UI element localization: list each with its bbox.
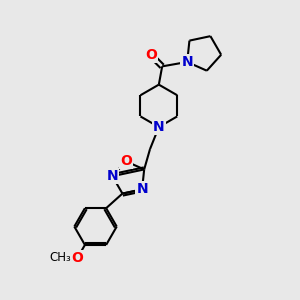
Text: O: O <box>145 48 157 62</box>
Text: N: N <box>136 182 148 197</box>
Text: O: O <box>72 251 83 265</box>
Text: N: N <box>106 169 118 183</box>
Text: CH₃: CH₃ <box>49 251 71 264</box>
Text: N: N <box>153 120 165 134</box>
Text: O: O <box>120 154 132 168</box>
Text: N: N <box>182 55 193 69</box>
